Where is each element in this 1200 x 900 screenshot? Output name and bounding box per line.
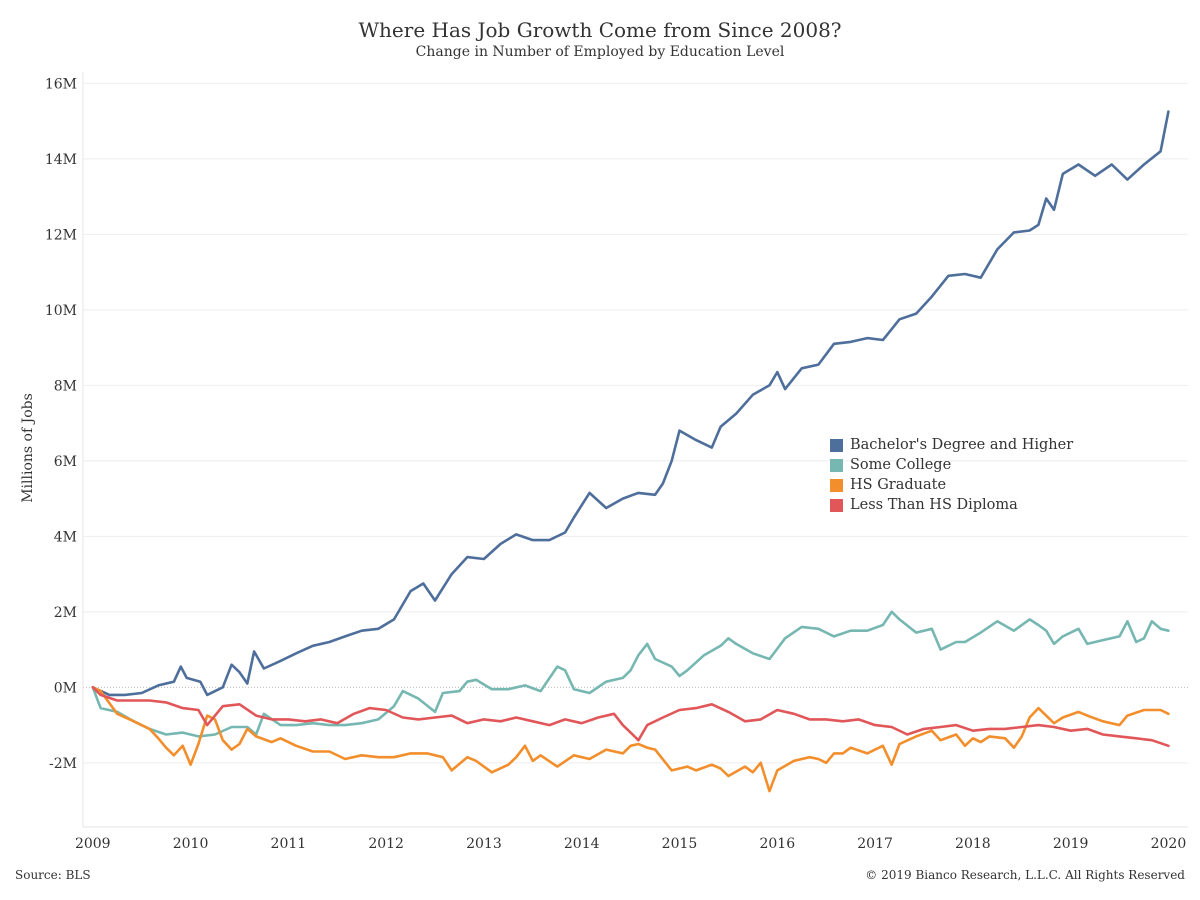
x-tick-label: 2012 <box>368 836 404 852</box>
legend-item: Some College <box>830 455 1073 475</box>
legend-swatch <box>830 458 843 472</box>
y-tick-label: 2M <box>54 605 77 621</box>
x-tick-label: 2015 <box>662 836 698 852</box>
chart-title: Where Has Job Growth Come from Since 200… <box>358 18 842 42</box>
legend-label: HS Graduate <box>850 477 947 493</box>
x-tick-label: 2011 <box>271 836 307 852</box>
y-tick-label: 8M <box>54 378 77 394</box>
legend-item: HS Graduate <box>830 475 1073 495</box>
legend-swatch <box>830 438 843 452</box>
x-tick-label: 2017 <box>857 836 893 852</box>
y-tick-label: 12M <box>45 227 77 243</box>
y-tick-label: 6M <box>54 454 77 470</box>
y-tick-label: 16M <box>45 76 77 92</box>
y-tick-label: 4M <box>54 529 77 545</box>
axes: -2M 0M 2M 4M 6M 8M 10M 12M 14M 16M 2009 2010 2011 201… <box>45 72 1188 852</box>
series-line-hs-graduate <box>91 686 1170 793</box>
series-line-less-than-hs-diploma <box>91 686 1170 748</box>
legend-swatch <box>830 498 843 512</box>
chart-subtitle: Change in Number of Employed by Educatio… <box>415 44 785 60</box>
legend-item: Less Than HS Diploma <box>830 495 1073 515</box>
x-tick-label: 2009 <box>75 836 111 852</box>
x-tick-label: 2019 <box>1053 836 1089 852</box>
y-tick-label: 14M <box>45 152 77 168</box>
legend-label: Less Than HS Diploma <box>850 497 1018 513</box>
x-tick-label: 2013 <box>466 836 502 852</box>
y-tick-label: -2M <box>49 756 77 772</box>
source-note: Source: BLS <box>15 868 91 882</box>
legend-item: Bachelor's Degree and Higher <box>830 435 1073 455</box>
x-tick-label: 2010 <box>173 836 209 852</box>
x-tick-label: 2018 <box>955 836 991 852</box>
series-line-some-college <box>91 610 1170 738</box>
series-lines <box>91 110 1170 793</box>
x-tick-label: 2016 <box>759 836 795 852</box>
y-tick-label: 0M <box>54 680 77 696</box>
copyright-note: © 2019 Bianco Research, L.L.C. All Right… <box>865 868 1185 882</box>
x-tick-label: 2020 <box>1151 836 1187 852</box>
gridlines <box>83 82 1188 764</box>
legend-label: Bachelor's Degree and Higher <box>850 437 1074 453</box>
legend-swatch <box>830 478 843 492</box>
legend-label: Some College <box>850 457 952 473</box>
legend: Bachelor's Degree and Higher Some College… <box>830 435 1073 515</box>
y-tick-label: 10M <box>45 303 77 319</box>
x-tick-label: 2014 <box>564 836 600 852</box>
series-line-bachelor-s-degree-and-higher <box>91 110 1170 697</box>
